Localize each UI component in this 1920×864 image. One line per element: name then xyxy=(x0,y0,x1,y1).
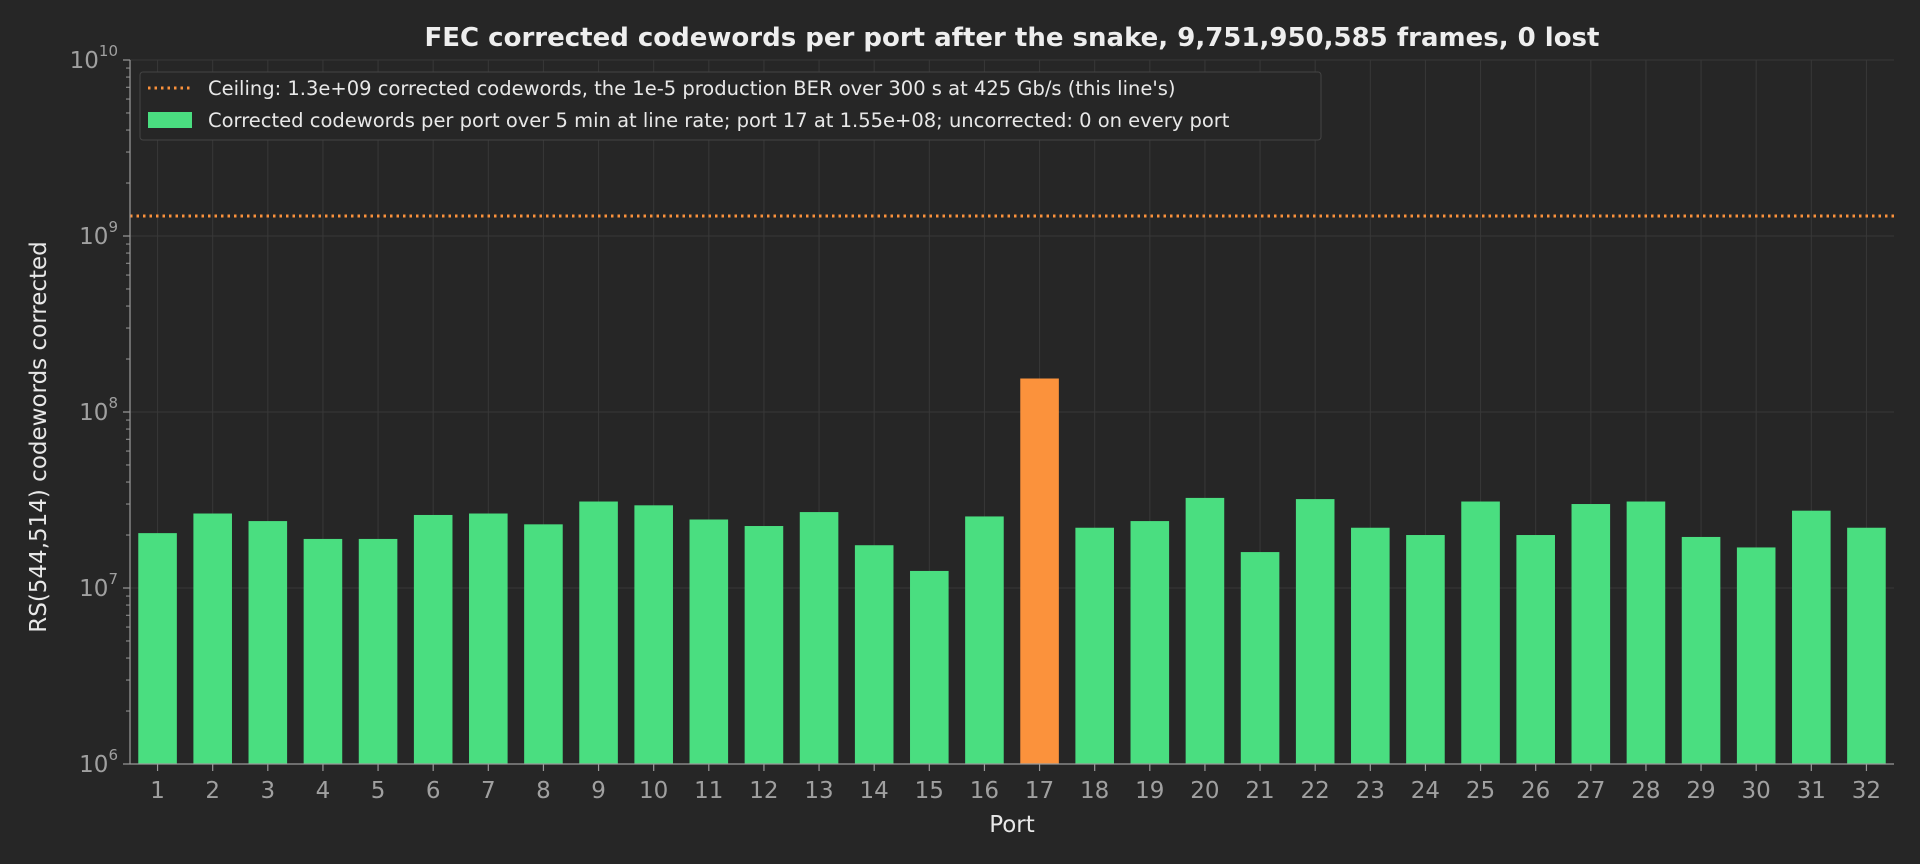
x-tick-label: 23 xyxy=(1356,778,1385,804)
bar xyxy=(1626,501,1666,764)
x-tick-label: 10 xyxy=(639,778,668,804)
x-tick-label: 4 xyxy=(316,778,331,804)
legend-ceiling-label: Ceiling: 1.3e+09 corrected codewords, th… xyxy=(208,77,1176,100)
bar xyxy=(1351,527,1390,764)
bar xyxy=(1847,527,1886,764)
bar xyxy=(138,533,177,764)
bar xyxy=(1130,521,1170,764)
y-tick-label: 1010 xyxy=(70,42,118,74)
x-tick-label: 19 xyxy=(1135,778,1164,804)
y-tick-label: 109 xyxy=(79,218,118,250)
bar xyxy=(358,538,398,764)
x-tick-label: 25 xyxy=(1466,778,1495,804)
bar xyxy=(744,526,784,764)
x-tick-label: 15 xyxy=(915,778,944,804)
x-tick-label: 20 xyxy=(1190,778,1219,804)
x-tick-label: 2 xyxy=(205,778,220,804)
x-ticks: 1 2 3 4 5 6 7 8 9 10 11 12 13 14 15 16 17 18 19 20 21 22 23 24 2… xyxy=(150,764,1881,804)
x-tick-label: 16 xyxy=(970,778,999,804)
bar xyxy=(524,524,563,764)
x-tick-label: 13 xyxy=(804,778,833,804)
x-tick-label: 21 xyxy=(1245,778,1274,804)
x-tick-label: 5 xyxy=(371,778,386,804)
bar xyxy=(965,516,1004,764)
x-tick-label: 31 xyxy=(1797,778,1826,804)
bar xyxy=(1185,497,1225,764)
bar xyxy=(413,514,453,764)
legend: Ceiling: 1.3e+09 corrected codewords, th… xyxy=(139,71,1322,141)
bar xyxy=(910,570,949,764)
x-tick-label: 18 xyxy=(1080,778,1109,804)
bar xyxy=(1736,547,1776,764)
x-tick-label: 22 xyxy=(1301,778,1330,804)
x-tick-label: 28 xyxy=(1631,778,1660,804)
x-tick-label: 12 xyxy=(749,778,778,804)
bar xyxy=(469,513,508,764)
x-axis-label: Port xyxy=(989,812,1035,838)
bar xyxy=(799,512,839,764)
bar xyxy=(303,538,343,764)
x-tick-label: 30 xyxy=(1742,778,1771,804)
bar xyxy=(248,521,288,764)
x-tick-label: 3 xyxy=(260,778,275,804)
legend-frame xyxy=(139,71,1322,141)
bar xyxy=(1075,527,1114,764)
x-tick-label: 14 xyxy=(860,778,889,804)
y-ticks: 106 107 108 109 1010 xyxy=(70,42,130,778)
bar xyxy=(1295,499,1335,764)
bar xyxy=(854,545,894,764)
bar xyxy=(1461,501,1500,764)
bar xyxy=(1681,536,1721,764)
x-tick-label: 24 xyxy=(1411,778,1440,804)
x-tick-label: 9 xyxy=(591,778,606,804)
bar xyxy=(1406,535,1445,764)
x-tick-label: 27 xyxy=(1576,778,1605,804)
bar xyxy=(1240,552,1280,764)
bar xyxy=(579,501,618,764)
bar xyxy=(634,505,673,764)
chart-title: FEC corrected codewords per port after t… xyxy=(425,23,1600,53)
x-tick-label: 11 xyxy=(694,778,723,804)
y-tick-label: 106 xyxy=(79,746,118,778)
bar-highlight xyxy=(1020,378,1059,764)
bar xyxy=(1571,504,1611,764)
bar xyxy=(1792,510,1831,764)
bars xyxy=(138,378,1886,764)
x-tick-label: 26 xyxy=(1521,778,1550,804)
y-tick-label: 107 xyxy=(79,570,118,602)
legend-bars-swatch xyxy=(148,112,192,128)
bar xyxy=(689,519,729,764)
x-tick-label: 7 xyxy=(481,778,496,804)
x-tick-label: 1 xyxy=(150,778,165,804)
x-tick-label: 17 xyxy=(1025,778,1054,804)
bar xyxy=(1516,535,1555,764)
x-tick-label: 6 xyxy=(426,778,441,804)
x-tick-label: 8 xyxy=(536,778,551,804)
x-tick-label: 32 xyxy=(1852,778,1881,804)
y-tick-label: 108 xyxy=(79,394,118,426)
legend-bars-label: Corrected codewords per port over 5 min … xyxy=(208,109,1230,132)
y-axis-label: RS(544,514) codewords corrected xyxy=(26,241,52,633)
bar xyxy=(193,513,232,764)
x-tick-label: 29 xyxy=(1686,778,1715,804)
